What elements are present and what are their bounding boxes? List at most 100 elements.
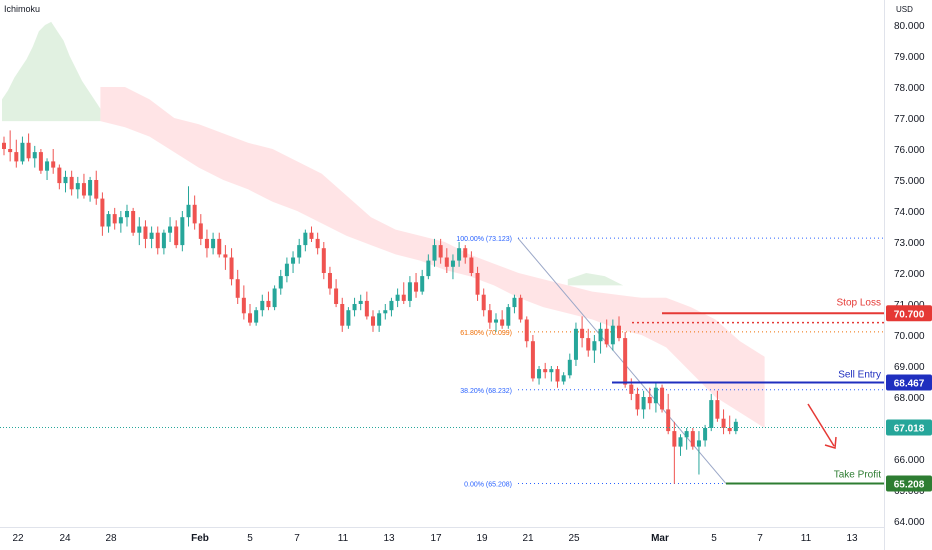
candle-body — [518, 297, 523, 320]
x-tick-label: 7 — [294, 533, 300, 544]
y-tick-label: 77.000 — [894, 114, 925, 125]
candle-body — [149, 232, 154, 239]
candle-body — [32, 152, 37, 159]
candle-body — [192, 204, 197, 224]
y-tick-label: 64.000 — [894, 517, 925, 528]
candle-body — [530, 341, 535, 379]
candle-body — [420, 276, 425, 292]
stop-loss-price: 70.700 — [894, 309, 925, 320]
candle-body — [727, 428, 732, 432]
candle-body — [543, 369, 548, 373]
candle-body — [241, 297, 246, 314]
candle-body — [235, 279, 240, 298]
candle-body — [696, 440, 701, 447]
candle-body — [284, 263, 289, 277]
candle-body — [327, 273, 332, 289]
sell-entry-label: Sell Entry — [838, 370, 881, 381]
candle-body — [57, 167, 62, 184]
candle-body — [586, 338, 591, 351]
candle-body — [383, 310, 388, 314]
sell-entry-badge — [886, 374, 932, 391]
candle-body — [623, 338, 628, 385]
candle-body — [690, 431, 695, 447]
candle-body — [248, 313, 252, 323]
x-tick-label: 5 — [247, 533, 253, 544]
candle-body — [457, 248, 462, 261]
candle-body — [81, 183, 86, 196]
currency-label: USD — [896, 5, 913, 14]
candle-body — [2, 142, 6, 149]
candle-body — [137, 226, 142, 233]
candle-body — [549, 369, 554, 373]
candle-body — [653, 387, 658, 404]
x-tick-label: 28 — [105, 533, 117, 544]
candle-body — [678, 437, 683, 447]
candle-body — [217, 238, 222, 255]
candle-body — [629, 384, 634, 394]
candle-body — [180, 217, 185, 246]
candle-body — [291, 257, 296, 264]
candle-body — [672, 431, 677, 447]
candle-body — [715, 400, 720, 419]
y-tick-label: 80.000 — [894, 21, 925, 32]
fib-level-label: 38.20% (68.232) — [460, 388, 512, 395]
candle-body — [309, 232, 314, 239]
candle-body — [524, 319, 529, 342]
candle-body — [463, 248, 468, 258]
candle-body — [364, 300, 369, 317]
candle-body — [733, 421, 738, 432]
y-tick-label: 66.000 — [894, 455, 925, 466]
candle-body — [567, 359, 572, 376]
fib-level-label: 0.00% (65.208) — [464, 482, 512, 489]
y-tick-label: 69.000 — [894, 362, 925, 373]
candle-body — [573, 328, 578, 360]
candles — [2, 130, 738, 484]
candle-body — [352, 304, 357, 311]
down-arrow-line — [807, 403, 835, 447]
candle-body — [512, 297, 517, 308]
candle-body — [660, 387, 665, 410]
candle-body — [266, 300, 271, 308]
x-tick-label: 19 — [476, 533, 488, 544]
x-tick-label: 13 — [846, 533, 858, 544]
x-tick-label: 21 — [522, 533, 534, 544]
candle-body — [481, 294, 486, 311]
x-tick-label: 24 — [59, 533, 71, 544]
candle-body — [340, 304, 345, 326]
candle-body — [500, 319, 505, 326]
x-tick-label: 25 — [568, 533, 580, 544]
candle-body — [100, 198, 105, 227]
candle-body — [610, 325, 615, 345]
candle-body — [432, 245, 437, 261]
candle-body — [450, 260, 455, 267]
x-tick-label: 7 — [757, 533, 763, 544]
candle-body — [45, 161, 50, 171]
candle-body — [414, 282, 419, 292]
candle-body — [260, 300, 265, 311]
candle-body — [561, 375, 566, 382]
trade-levels: Stop Loss Sell Entry Take Profit — [0, 297, 884, 485]
candle-body — [315, 238, 320, 249]
x-tick-label: 11 — [338, 533, 349, 544]
y-tick-label: 75.000 — [894, 176, 925, 187]
stop-loss-label: Stop Loss — [837, 297, 881, 308]
x-tick-label: Mar — [651, 533, 669, 544]
candle-body — [20, 142, 25, 162]
candle-body — [321, 248, 326, 273]
candle-body — [75, 183, 80, 190]
current-price: 67.018 — [894, 423, 925, 434]
candle-body — [334, 288, 339, 304]
x-tick-label: 17 — [430, 533, 442, 544]
candle-body — [131, 211, 136, 233]
candle-body — [38, 152, 43, 171]
candle-body — [469, 257, 474, 273]
candle-body — [272, 288, 277, 308]
candle-body — [666, 409, 671, 432]
indicator-label: Ichimoku — [4, 4, 40, 14]
take-profit-price: 65.208 — [894, 480, 925, 491]
candle-body — [703, 428, 708, 441]
candle-body — [229, 257, 234, 280]
candle-body — [125, 211, 129, 218]
fib-level-label: 100.00% (73.123) — [456, 236, 512, 243]
